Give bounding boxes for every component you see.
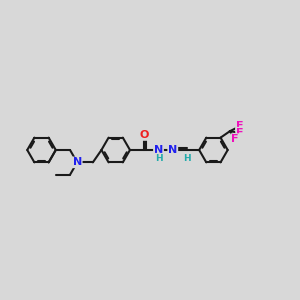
Text: N: N (154, 145, 163, 155)
Text: H: H (155, 154, 162, 163)
Text: H: H (183, 154, 191, 163)
Text: F: F (236, 128, 244, 138)
Text: F: F (236, 121, 244, 131)
Text: N: N (73, 158, 82, 167)
Text: O: O (140, 130, 149, 140)
Text: N: N (168, 145, 177, 155)
Text: F: F (231, 134, 238, 144)
